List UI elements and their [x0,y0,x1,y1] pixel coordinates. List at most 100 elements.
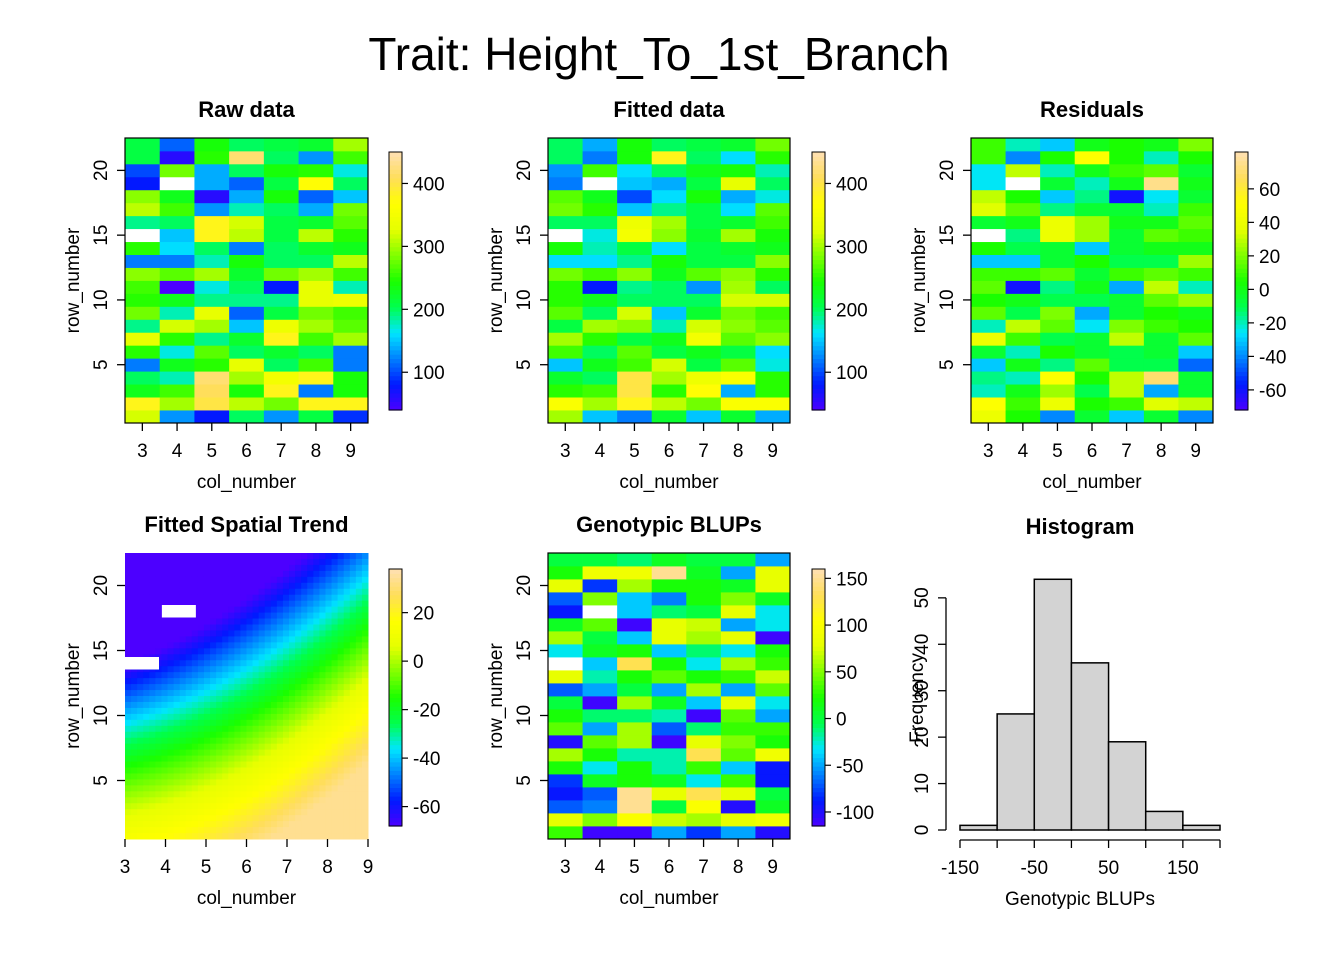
legend-swatch [812,186,825,192]
trend-cell [343,701,351,709]
trend-cell [246,791,254,798]
trend-cell [337,803,345,810]
trend-cell [301,696,308,703]
trend-cell [191,749,199,757]
missing-cell [1005,176,1041,191]
heatmap-cell [686,345,722,359]
heatmap-cell [755,202,791,217]
legend-swatch [389,289,402,295]
trend-cell [149,773,156,780]
trend-cell [240,666,247,673]
trend-cell [355,594,363,602]
trend-cell [301,654,308,661]
trend-cell [240,701,247,709]
x-tick-label: -50 [1021,858,1048,879]
heatmap-cell [1074,215,1110,230]
heatmap-cell [686,138,722,152]
y-tick-label: 10 [91,289,112,310]
trend-cell [167,737,175,745]
trend-cell [289,600,296,608]
heatmap-cell [298,228,334,243]
heatmap-cell [755,319,791,333]
histogram-bar [959,824,998,831]
trend-cell [319,821,326,828]
trend-cell [149,803,156,810]
trend-cell [355,707,363,715]
legend-swatch [812,727,825,733]
trend-cell [301,690,308,697]
trend-cell [361,803,369,810]
heatmap-cell [686,371,722,385]
trend-cell [222,821,229,828]
trend-cell [282,612,290,620]
trend-cell [131,642,138,649]
trend-cell [325,582,333,590]
trend-cell [264,588,272,596]
heatmap-cell [298,319,334,333]
heatmap-cell [298,371,334,385]
heatmap-cell [582,254,618,268]
trend-cell [355,666,363,673]
trend-cell [240,636,247,643]
legend-swatch [389,358,402,364]
legend-swatch [389,225,402,230]
trend-cell [179,690,187,697]
legend-swatch [389,821,402,827]
trend-cell [234,600,241,608]
trend-cell [270,809,278,816]
trend-cell [282,618,290,625]
trend-cell [197,696,205,703]
trend-cell [252,660,260,667]
heatmap-cell [617,189,653,204]
trend-cell [240,827,247,834]
trend-cell [234,558,241,566]
trend-cell [155,594,162,602]
trend-cell [270,624,278,631]
trend-cell [137,821,144,828]
trend-cell [355,773,363,780]
trend-cell [179,666,187,673]
heatmap-cell [582,826,618,840]
y-axis-label: row_number [486,643,507,749]
trend-cell [301,713,308,721]
trend-cell [282,755,290,763]
trend-cell [313,642,320,649]
x-axis-label: col_number [1042,472,1142,493]
trend-cell [228,666,235,673]
heatmap-cell [1143,319,1179,333]
trend-cell [228,803,235,810]
heatmap-cell [720,553,756,567]
heatmap-cell [1109,306,1145,320]
trend-cell [331,725,339,733]
trend-cell [282,737,290,745]
heatmap-cell [651,358,687,372]
trend-cell [295,553,302,560]
heatmap-cell [1143,202,1179,217]
trend-cell [222,564,229,572]
legend-swatch [1235,285,1248,291]
trend-cell [155,564,162,572]
trend-cell [197,612,205,620]
heatmap-cell [1074,332,1110,346]
trend-cell [143,606,150,614]
trend-cell [337,636,345,643]
trend-cell [234,678,241,685]
trend-cell [349,749,357,757]
heatmap-cell [686,280,722,294]
trend-cell [203,642,211,649]
heatmap-cell [617,774,653,788]
trend-cell [149,749,156,757]
trend-cell [295,791,302,798]
trend-cell [307,618,314,625]
heatmap-cell [686,748,722,762]
heatmap-cell [582,670,618,684]
heatmap-cell [298,215,334,230]
trend-cell [258,737,266,745]
trend-cell [325,612,333,620]
trend-cell [301,660,308,667]
trend-cell [131,630,138,637]
heatmap-cell [582,280,618,294]
heatmap-cell [159,280,195,294]
heatmap-cell [159,306,195,320]
